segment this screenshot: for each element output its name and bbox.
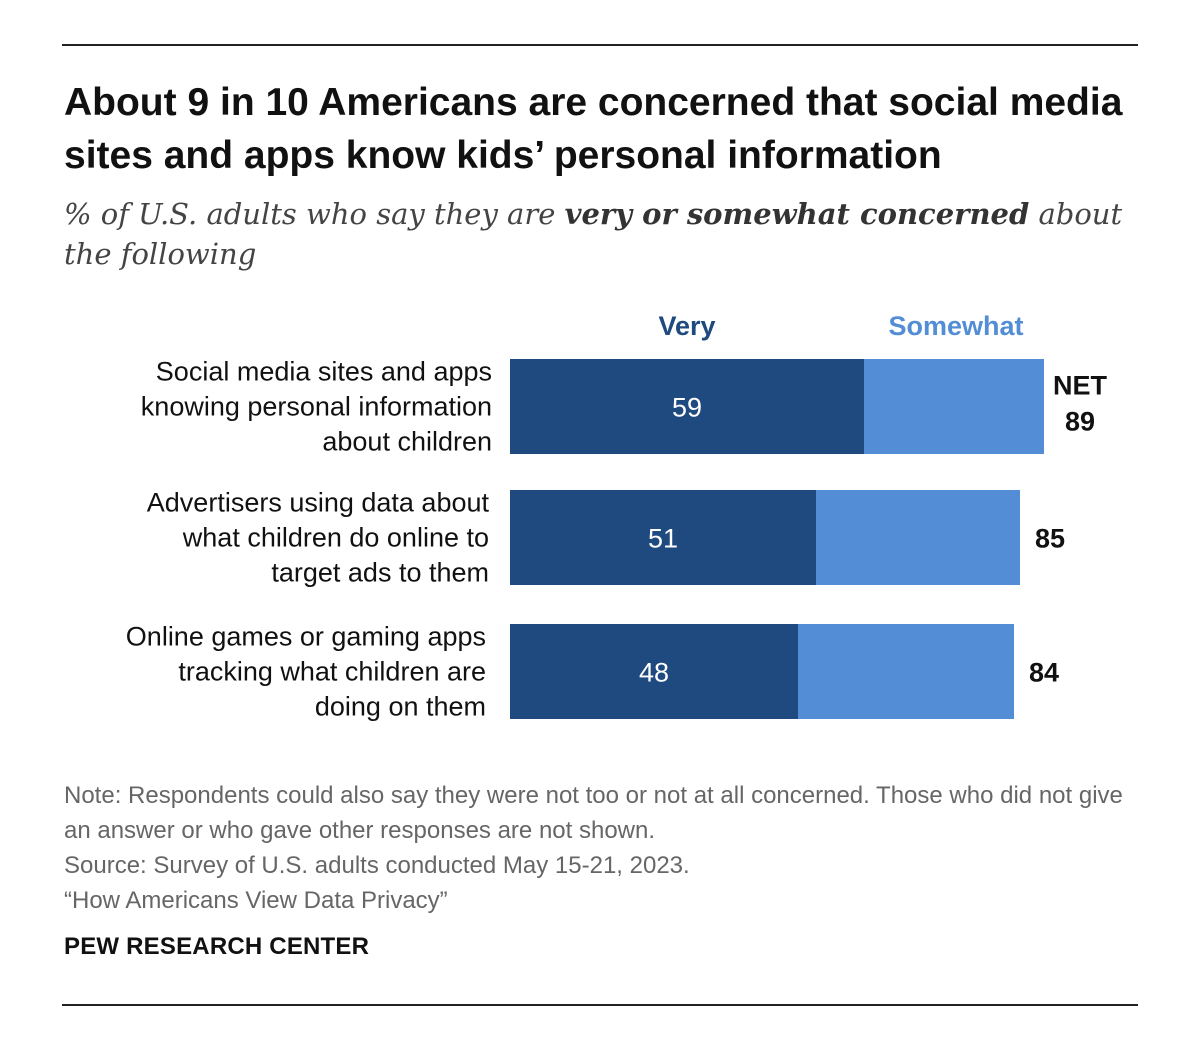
category-label: Advertisers using data about [147, 488, 490, 518]
category-label: about children [322, 427, 492, 457]
category-label: doing on them [315, 692, 486, 722]
subtitle-emphasis: very or somewhat concerned [564, 197, 1030, 231]
bottom-rule [62, 1004, 1138, 1006]
source-text: Source: Survey of U.S. adults conducted … [64, 852, 690, 879]
bar-very [510, 490, 816, 585]
report-title: “How Americans View Data Privacy” [64, 887, 448, 914]
bar-somewhat [816, 490, 1020, 585]
category-label: Social media sites and apps [156, 357, 492, 387]
bar-very [510, 359, 864, 454]
subtitle-suffix: about the following [64, 197, 1123, 271]
net-heading: NET [1053, 371, 1108, 401]
category-label: what children do online to [182, 523, 489, 553]
bar-very [510, 624, 798, 719]
subtitle-prefix: % of U.S. adults who say they are [64, 197, 565, 231]
chart-title: About 9 in 10 Americans are concerned th… [64, 81, 1123, 177]
net-value-label: 84 [1029, 658, 1059, 688]
bar-somewhat [798, 624, 1014, 719]
bar-value-label: 59 [672, 393, 702, 423]
net-value-label: 89 [1065, 407, 1095, 437]
bar-somewhat [864, 359, 1044, 454]
category-label: target ads to them [271, 558, 489, 588]
stacked-bar-chart: Very Somewhat Social media sites and apps k… [126, 311, 1108, 722]
brand-logo-text: PEW RESEARCH CENTER [64, 933, 370, 960]
category-label: tracking what children are [178, 657, 486, 687]
category-label: knowing personal information [141, 392, 492, 422]
legend-somewhat: Somewhat [888, 311, 1023, 341]
bar-value-label: 51 [648, 524, 678, 554]
legend-very: Very [658, 311, 715, 341]
category-label: Online games or gaming apps [126, 622, 486, 652]
chart-subtitle: % of U.S. adults who say they are very o… [64, 194, 1144, 274]
chart-notes: Note: Respondents could also say they we… [64, 778, 1154, 918]
top-rule [62, 44, 1138, 46]
net-value-label: 85 [1035, 524, 1065, 554]
bar-value-label: 48 [639, 658, 669, 688]
note-text: Note: Respondents could also say they we… [64, 782, 1123, 844]
